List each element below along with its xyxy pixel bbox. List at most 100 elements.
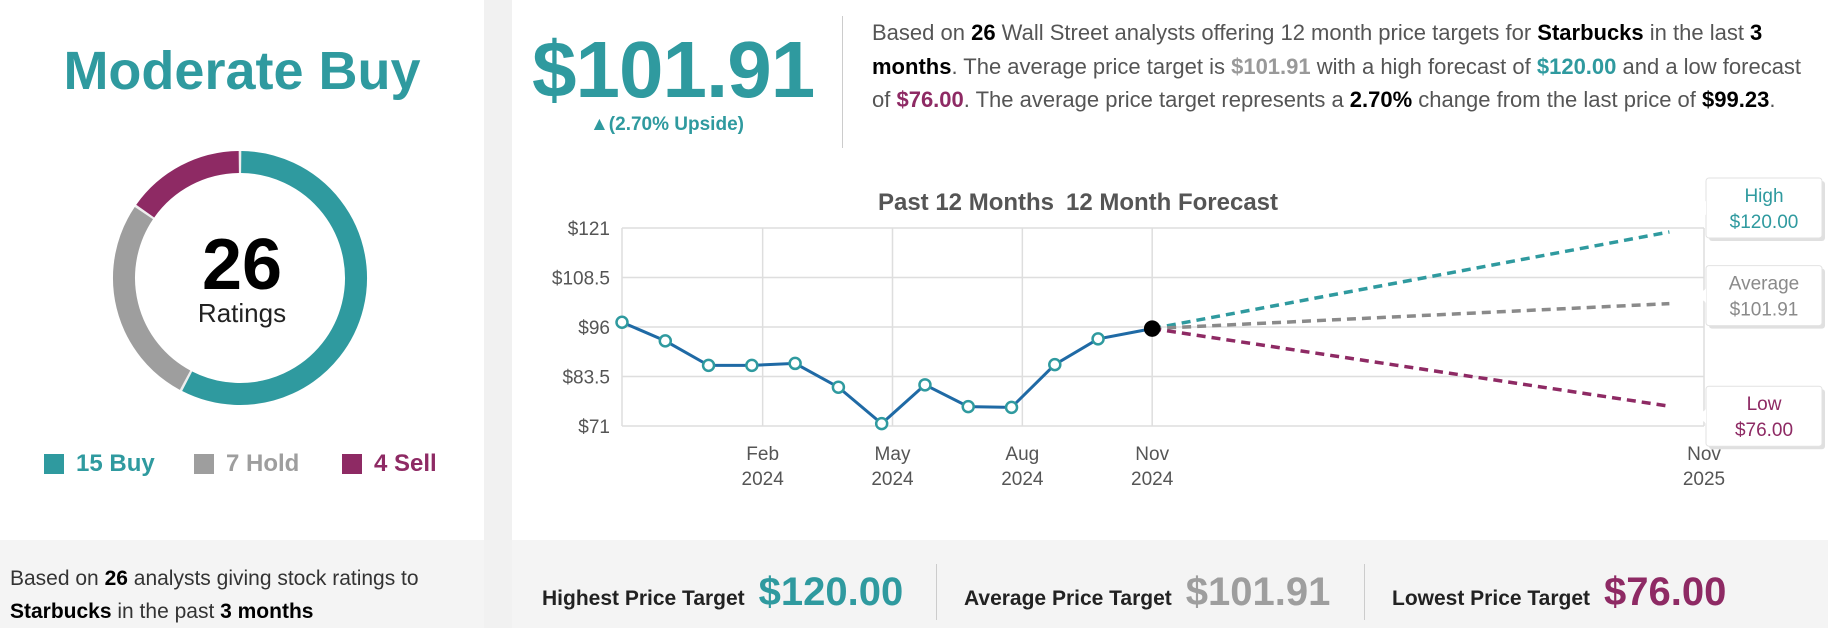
footer-company: Starbucks bbox=[10, 600, 112, 623]
x-tick-month: Aug bbox=[1005, 444, 1039, 465]
history-line bbox=[621, 320, 1153, 426]
history-point bbox=[961, 399, 975, 414]
callout-low: Low $76.00 bbox=[1697, 385, 1825, 450]
history-point bbox=[788, 356, 802, 371]
upside-badge: ▲(2.70% Upside) bbox=[590, 114, 744, 135]
ratings-count: 26 bbox=[201, 225, 283, 305]
lowest-target-label: Lowest Price Target bbox=[1392, 587, 1591, 610]
header-separator bbox=[842, 16, 843, 148]
summary-high: $120.00 bbox=[1536, 53, 1617, 79]
ratings-panel: Moderate Buy 26 Ratings 15 Buy 7 Hold 4 … bbox=[0, 0, 484, 628]
legend-buy-label: 15 Buy bbox=[76, 450, 155, 477]
chart-header-forecast: 12 Month Forecast bbox=[1066, 189, 1278, 216]
strip-separator bbox=[1364, 564, 1365, 620]
callout-name: High bbox=[1744, 186, 1783, 207]
summary-s2: Wall Street analysts offering 12 month p… bbox=[995, 20, 1538, 45]
forecast-high-line bbox=[1151, 230, 1670, 331]
average-target-value: $101.91 bbox=[1185, 570, 1331, 614]
history-point bbox=[658, 334, 673, 348]
x-tick-month: Nov bbox=[1135, 444, 1169, 465]
lowest-target-value: $76.00 bbox=[1604, 570, 1727, 614]
callout-name: Average bbox=[1729, 274, 1799, 295]
legend-hold-swatch bbox=[194, 454, 214, 474]
summary-analysts: 26 bbox=[971, 20, 996, 45]
x-tick-year: 2024 bbox=[1001, 469, 1044, 490]
donut-buy-segment bbox=[182, 151, 367, 405]
lowest-target: Lowest Price Target $76.00 bbox=[1392, 570, 1726, 615]
callout-value: $120.00 bbox=[1730, 212, 1799, 233]
y-tick-label: $121 bbox=[568, 219, 610, 240]
forecast-low-line bbox=[1151, 326, 1670, 408]
history-point bbox=[1091, 332, 1105, 346]
history-point bbox=[701, 358, 716, 373]
y-tick-label: $96 bbox=[578, 318, 610, 339]
callout-pointer bbox=[1697, 200, 1706, 215]
legend-buy-swatch bbox=[44, 454, 64, 474]
donut-sell-segment bbox=[136, 151, 240, 218]
ratings-footer: Based on 26 analysts giving stock rating… bbox=[0, 540, 484, 628]
current-price-point bbox=[1143, 320, 1161, 337]
footer-middle: analysts giving stock ratings to bbox=[127, 567, 419, 590]
summary-average: $101.91 bbox=[1231, 53, 1311, 79]
callout-value: $101.91 bbox=[1730, 300, 1799, 321]
history-point bbox=[831, 380, 846, 394]
summary-s5: with a high forecast of bbox=[1310, 53, 1537, 79]
x-tick-year: 2024 bbox=[742, 469, 785, 490]
footer-period-prefix: in the past bbox=[111, 600, 221, 623]
summary-s9: . bbox=[1769, 87, 1776, 112]
consensus-rating: Moderate Buy bbox=[63, 41, 421, 101]
summary-company: Starbucks bbox=[1537, 20, 1644, 45]
legend-sell-swatch bbox=[342, 454, 362, 474]
summary-low: $76.00 bbox=[896, 87, 964, 112]
callout-pointer bbox=[1697, 409, 1706, 424]
history-point bbox=[1004, 400, 1019, 415]
donut-hold-segment bbox=[113, 206, 191, 390]
x-tick-month: May bbox=[875, 444, 911, 465]
legend-buy: 15 Buy bbox=[44, 450, 155, 478]
ratings-legend: 15 Buy 7 Hold 4 Sell bbox=[0, 450, 484, 480]
history-point bbox=[874, 416, 889, 431]
chart-header-past: Past 12 Months bbox=[878, 189, 1054, 216]
average-target-label: Average Price Target bbox=[964, 587, 1172, 610]
x-tick-year: 2024 bbox=[871, 469, 914, 490]
summary-s4: . The average price target is bbox=[951, 53, 1232, 79]
y-tick-label: $71 bbox=[578, 417, 610, 438]
legend-hold-label: 7 Hold bbox=[226, 450, 300, 477]
highest-target-value: $120.00 bbox=[758, 570, 904, 614]
summary-s6: and a low forecast of bbox=[872, 53, 1802, 113]
summary-last-price: $99.23 bbox=[1702, 87, 1770, 112]
highest-target-label: Highest Price Target bbox=[542, 587, 745, 610]
summary-s8: change from the last price of bbox=[1412, 87, 1703, 112]
footer-prefix: Based on bbox=[10, 567, 105, 590]
ratings-label: Ratings bbox=[197, 298, 287, 328]
legend-hold: 7 Hold bbox=[194, 450, 299, 478]
summary-change: 2.70% bbox=[1349, 87, 1413, 112]
summary-s7: . The average price target represents a bbox=[963, 87, 1350, 112]
panel-divider bbox=[484, 0, 512, 628]
average-target: Average Price Target $101.91 bbox=[964, 570, 1330, 615]
y-tick-label: $108.5 bbox=[552, 269, 610, 290]
x-tick-month: Nov bbox=[1687, 444, 1721, 465]
price-target-strip: Highest Price Target $120.00 Average Pri… bbox=[512, 540, 1828, 628]
callout-value: $76.00 bbox=[1735, 420, 1793, 441]
ratings-footer-text: Based on 26 analysts giving stock rating… bbox=[10, 562, 419, 628]
summary-period: 3 months bbox=[872, 20, 1763, 79]
y-tick-label: $83.5 bbox=[562, 368, 610, 389]
legend-sell-label: 4 Sell bbox=[374, 450, 437, 477]
history-point bbox=[1048, 357, 1062, 372]
price-forecast-chart: Past 12 Months 12 Month Forecast $121 $10… bbox=[552, 177, 1825, 490]
strip-separator bbox=[936, 564, 937, 620]
callout-name: Low bbox=[1747, 394, 1782, 415]
footer-count: 26 bbox=[104, 567, 128, 590]
highest-target: Highest Price Target $120.00 bbox=[542, 570, 903, 615]
history-point bbox=[615, 315, 629, 329]
callout-average: Average $101.91 bbox=[1697, 265, 1825, 329]
history-point bbox=[745, 358, 759, 373]
forecast-summary: Based on 26 Wall Street analysts offerin… bbox=[872, 16, 1802, 117]
history-point bbox=[918, 378, 932, 392]
ratings-donut bbox=[113, 151, 367, 405]
footer-period: 3 months bbox=[220, 600, 314, 623]
x-tick-year: 2024 bbox=[1131, 469, 1174, 490]
average-price-target: $101.91 bbox=[532, 25, 815, 114]
summary-s1: Based on bbox=[872, 20, 972, 45]
